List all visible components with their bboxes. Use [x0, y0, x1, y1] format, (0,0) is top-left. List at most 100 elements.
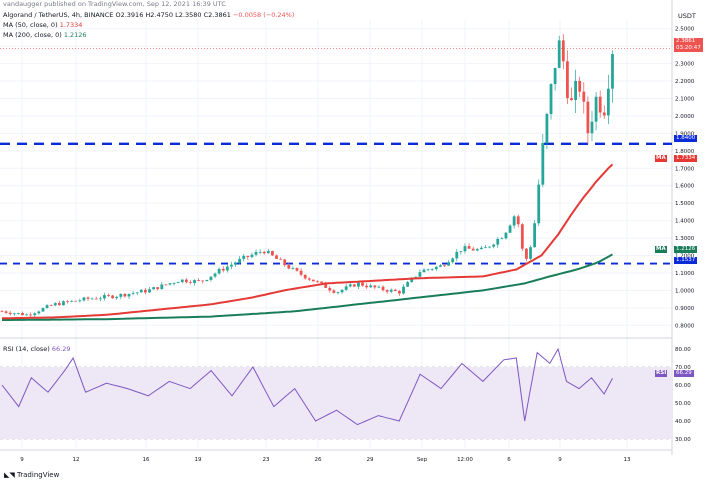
ma200-tag: 1.2126 [674, 246, 698, 253]
price-tick-label: 1.0000 [675, 288, 695, 294]
rsi-short-tag: RSI [655, 370, 668, 377]
price-tick-label: 0.9000 [675, 306, 695, 312]
candle-body [197, 280, 201, 281]
legend-ma200-label: MA (200, close, 0) [3, 31, 62, 39]
candle-body [557, 40, 561, 68]
tradingview-logo[interactable]: ◣◥ TradingView [4, 471, 59, 479]
candle-body [344, 286, 348, 290]
rsi-axis[interactable]: 80.00 70.00 60.00 50.00 40.00 30.00 [675, 347, 691, 443]
candle-body [328, 287, 332, 291]
time-tick-label: 6 [507, 457, 511, 463]
legend-open: O2.3916 [115, 11, 144, 19]
legend-ma50-row[interactable]: MA (50, close, 0) 1.7334 [3, 21, 82, 29]
legend-ma50-label: MA (50, close, 0) [3, 21, 58, 29]
candle-body [574, 80, 578, 100]
horizontal-levels [0, 48, 672, 265]
candle-body [479, 247, 483, 250]
candle-body [606, 88, 610, 116]
candle-body [586, 101, 590, 134]
candle-body [463, 246, 467, 252]
candle-body [123, 293, 127, 297]
time-tick-label: 12 [73, 457, 80, 463]
candle-body [529, 247, 532, 259]
candle-body [504, 232, 508, 239]
time-tick-label: 9 [20, 457, 24, 463]
time-axis[interactable]: 9 12 16 19 23 26 29 Sep 12:00 6 9 13 [20, 457, 631, 463]
candle-body [295, 268, 299, 271]
candle-body [242, 255, 246, 259]
candle-body [25, 314, 28, 316]
candle-body [393, 289, 397, 292]
candle-body [176, 282, 180, 284]
candle-body [119, 293, 123, 297]
candle-body [365, 285, 369, 288]
candle-body [602, 112, 606, 116]
candle-body [205, 279, 209, 282]
candle-body [275, 255, 278, 259]
candle-body [209, 276, 213, 280]
candle-body [598, 96, 602, 113]
candle-body [279, 258, 283, 260]
candle-body [430, 269, 434, 270]
candle-body [541, 142, 545, 185]
candle-body [455, 251, 459, 259]
candle-body [352, 284, 356, 287]
candle-body [0, 311, 4, 313]
candle-body [180, 279, 184, 283]
legend-ma200-row[interactable]: MA (200, close, 0) 1.2126 [3, 31, 87, 39]
candle-body [537, 184, 541, 224]
price-tick-label: 2.5000 [675, 27, 695, 33]
candle-body [377, 286, 381, 288]
legend-rsi-row[interactable]: RSI (14, close) 66.29 [3, 345, 71, 353]
candle-body [324, 282, 328, 288]
candle-body [410, 277, 414, 283]
candle-body [398, 291, 401, 294]
watermark: vandaugger published on TradingView.com,… [3, 0, 226, 8]
candle-body [82, 297, 86, 301]
candle-body [311, 279, 315, 282]
price-tick-label: 1.1000 [675, 271, 695, 277]
candle-body [21, 313, 24, 316]
candle-body [148, 289, 151, 293]
time-tick-label: 19 [195, 457, 202, 463]
candle-body [29, 314, 33, 316]
tradingview-logo-text: TradingView [17, 471, 60, 479]
rsi-band [0, 367, 672, 439]
legend-ma200-value: 1.2126 [63, 31, 87, 39]
candle-body [156, 287, 160, 290]
rsi-line [1, 347, 613, 426]
candle-body [361, 282, 364, 286]
candle-body [62, 301, 65, 306]
candle-body [16, 313, 20, 314]
ma50-short-tag: MA [655, 155, 667, 162]
candle-body [316, 281, 319, 283]
candle-body [402, 286, 405, 294]
candle-body [160, 284, 164, 290]
candle-body [488, 246, 491, 248]
tradingview-icon: ◣◥ [4, 471, 15, 479]
candle-body [37, 311, 41, 314]
rsi-tick-label: 30.00 [675, 437, 691, 443]
price-tick-label: 1.2000 [675, 254, 695, 260]
candle-body [283, 259, 287, 266]
rsi-tick-label: 40.00 [675, 419, 691, 425]
candle-body [213, 273, 217, 277]
candle-body [41, 308, 45, 312]
candle-body [238, 258, 242, 263]
candle-body [139, 289, 143, 293]
candle-body [8, 312, 12, 315]
time-tick-label: 16 [143, 457, 150, 463]
candle-body [250, 254, 254, 258]
candle-body [49, 305, 53, 307]
candle-body [66, 301, 69, 303]
price-tag: 2.3861 03:20:47 [674, 38, 703, 52]
candle-body [357, 282, 360, 287]
candle-body [201, 280, 205, 282]
candle-body [33, 313, 37, 316]
candle-body [127, 293, 131, 297]
candle-body [184, 279, 188, 283]
legend-symbol: Algorand / TetherUS, 4h, BINANCE [3, 11, 114, 19]
candle-body [246, 255, 250, 258]
candle-body [45, 305, 49, 309]
